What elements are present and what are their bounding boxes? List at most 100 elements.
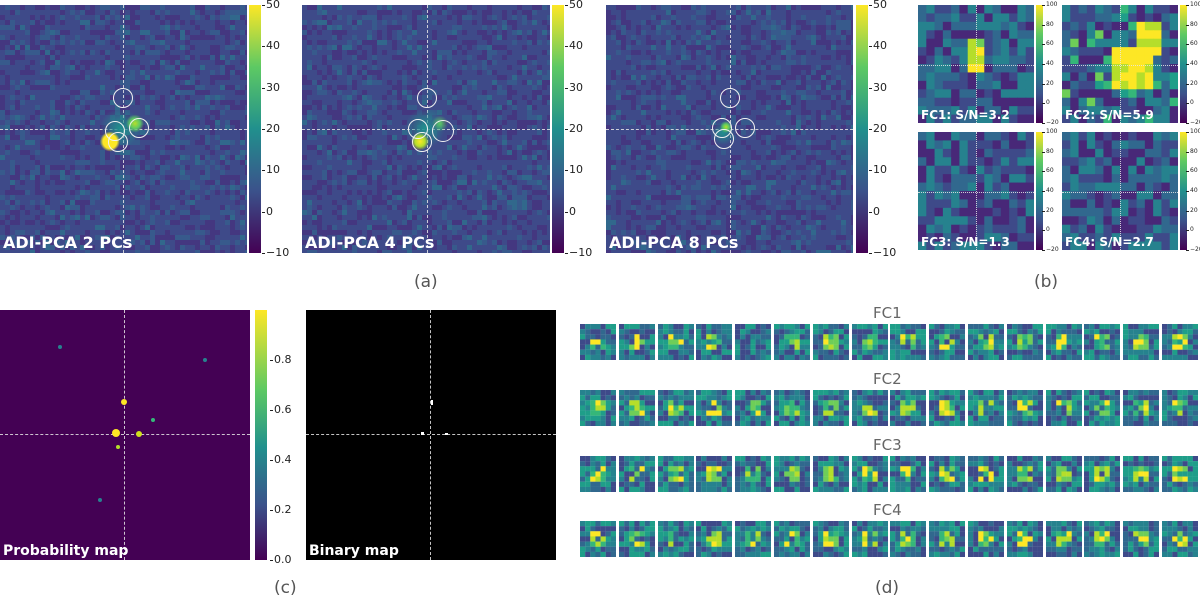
noise-pixel [205,100,210,105]
noise-pixel [462,15,467,20]
noise-pixel [806,85,811,90]
noise-pixel [671,155,676,160]
noise-pixel [522,55,527,60]
noise-pixel [666,110,671,115]
noise-pixel [210,185,215,190]
colorbar-tick-label: 50 [569,0,583,11]
adi-pca-8pc-image: ADI-PCA 8 PCs [606,5,853,253]
noise-pixel [731,155,736,160]
noise-pixel [407,60,412,65]
noise-pixel [352,175,357,180]
noise-pixel [170,210,175,215]
noise-pixel [120,60,125,65]
noise-pixel [352,220,357,225]
grid-pixel [1009,241,1018,250]
noise-pixel [527,35,532,40]
noise-pixel [507,50,512,55]
noise-pixel [731,10,736,15]
noise-pixel [372,105,377,110]
noise-pixel [676,210,681,215]
noise-pixel [392,55,397,60]
grid-pixel [1128,21,1138,31]
grid-pixel [959,21,969,31]
fc-frame-thumbnail [774,324,810,360]
noise-pixel [671,235,676,240]
noise-pixel [651,215,656,220]
noise-pixel [307,210,312,215]
grid-pixel [967,47,977,57]
grid-pixel [951,30,960,40]
noise-pixel [801,245,806,250]
noise-pixel [180,85,185,90]
noise-pixel [60,155,65,160]
noise-pixel [681,100,686,105]
noise-pixel [641,245,646,250]
noise-pixel [696,30,701,35]
grid-pixel [1120,191,1129,200]
noise-pixel [5,225,10,230]
detection-blob [116,445,120,449]
noise-pixel [95,190,100,195]
noise-pixel [45,195,50,200]
noise-pixel [170,20,175,25]
noise-pixel [432,35,437,40]
noise-pixel [362,90,367,95]
noise-pixel [100,235,105,240]
noise-pixel [746,60,751,65]
noise-pixel [60,105,65,110]
noise-pixel [125,210,130,215]
noise-pixel [432,185,437,190]
noise-pixel [507,195,512,200]
noise-pixel [676,240,681,245]
noise-pixel [377,35,382,40]
noise-pixel [367,80,372,85]
noise-pixel [230,45,235,50]
grid-pixel [976,233,985,243]
noise-pixel [646,50,651,55]
noise-pixel [190,10,195,15]
noise-pixel [397,205,402,210]
noise-pixel [245,20,247,25]
grid-pixel [967,157,977,167]
noise-pixel [100,90,105,95]
grid-pixel [1120,241,1129,250]
noise-pixel [771,235,776,240]
noise-pixel [492,185,497,190]
noise-pixel [160,55,165,60]
noise-pixel [731,205,736,210]
noise-pixel [402,55,407,60]
noise-pixel [696,65,701,70]
noise-pixel [821,215,826,220]
noise-pixel [362,240,367,245]
noise-pixel [776,75,781,80]
noise-pixel [70,90,75,95]
noise-pixel [676,130,681,135]
noise-pixel [10,20,15,25]
grid-pixel [1136,47,1146,57]
noise-pixel [392,165,397,170]
colorbar-tick-label: 80 [1046,147,1054,155]
noise-pixel [302,30,307,35]
noise-pixel [30,15,35,20]
noise-pixel [312,245,317,250]
noise-pixel [452,85,457,90]
noise-pixel [327,230,332,235]
noise-pixel [60,45,65,50]
colorbar-tick-label: 0 [1046,226,1050,234]
grid-pixel [1120,13,1129,23]
noise-pixel [796,140,801,145]
noise-pixel [452,195,457,200]
noise-pixel [135,5,140,10]
noise-pixel [342,240,347,245]
noise-pixel [145,85,150,90]
noise-pixel [50,245,55,250]
grid-pixel [926,80,936,90]
noise-pixel [50,135,55,140]
noise-pixel [512,30,517,35]
noise-pixel [606,175,611,180]
noise-pixel [621,15,626,20]
noise-pixel [95,210,100,215]
noise-pixel [245,250,247,253]
noise-pixel [826,160,831,165]
noise-pixel [537,70,542,75]
